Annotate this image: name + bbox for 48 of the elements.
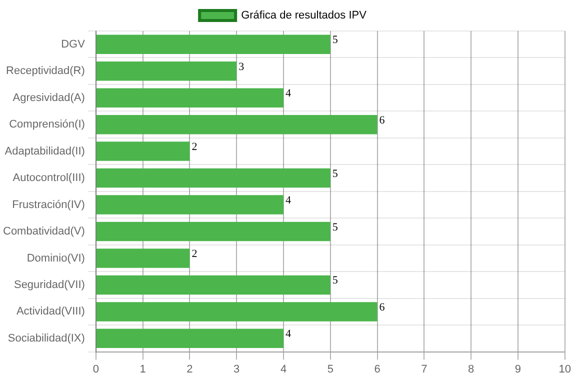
- bar: [96, 195, 284, 214]
- bar: [96, 302, 378, 322]
- y-tick-label: Comprensión(I): [9, 118, 85, 131]
- data-label: 3: [238, 60, 245, 73]
- data-label: 2: [192, 141, 198, 154]
- y-tick-label: Sociabilidad(IX): [8, 332, 85, 344]
- data-label: 5: [332, 221, 338, 234]
- bar: [96, 114, 378, 134]
- x-tick-label: 3: [234, 363, 240, 376]
- data-label: 2: [192, 248, 198, 260]
- y-tick-label: Actividad(VIII): [16, 306, 85, 318]
- bar: [96, 88, 284, 108]
- data-label: 5: [332, 168, 338, 180]
- x-tick-label: 5: [327, 363, 334, 376]
- x-tick-label: 8: [468, 363, 474, 376]
- bar: [96, 275, 330, 295]
- y-tick-label: DGV: [61, 38, 86, 50]
- x-tick-label: 7: [421, 363, 428, 376]
- bar: [96, 142, 190, 161]
- y-tick-label: Adaptabilidad(II): [4, 145, 85, 158]
- data-label: 4: [286, 194, 292, 207]
- x-tick-label: 4: [280, 363, 287, 376]
- bar: [96, 168, 330, 188]
- x-tick-label: 2: [186, 363, 193, 376]
- bar: [96, 222, 330, 242]
- x-tick-label: 10: [558, 363, 572, 376]
- y-tick-label: Combatividad(V): [3, 226, 85, 238]
- data-label: 4: [286, 328, 292, 340]
- legend-label: Gráfica de resultados IPV: [241, 10, 368, 22]
- y-tick-label: Frustración(IV): [12, 198, 85, 211]
- y-tick-label: Agresividad(A): [12, 92, 85, 104]
- data-label: 6: [379, 301, 386, 314]
- bar: [96, 248, 190, 268]
- y-tick-label: Seguridad(VII): [14, 279, 85, 291]
- y-tick-label: Receptividad(R): [6, 65, 85, 78]
- y-tick-label: Dominio(VI): [26, 252, 85, 264]
- x-tick-label: 9: [514, 363, 522, 376]
- x-tick-label: 0: [92, 363, 99, 376]
- bar: [96, 328, 284, 348]
- data-label: 5: [332, 34, 338, 46]
- data-label: 5: [332, 274, 338, 287]
- x-tick-label: 6: [374, 363, 380, 376]
- y-tick-label: Autocontrol(III): [12, 172, 85, 184]
- data-label: 6: [379, 114, 386, 126]
- data-label: 4: [286, 88, 292, 100]
- bar: [96, 34, 330, 54]
- bar: [96, 61, 237, 81]
- x-tick-label: 1: [140, 363, 146, 376]
